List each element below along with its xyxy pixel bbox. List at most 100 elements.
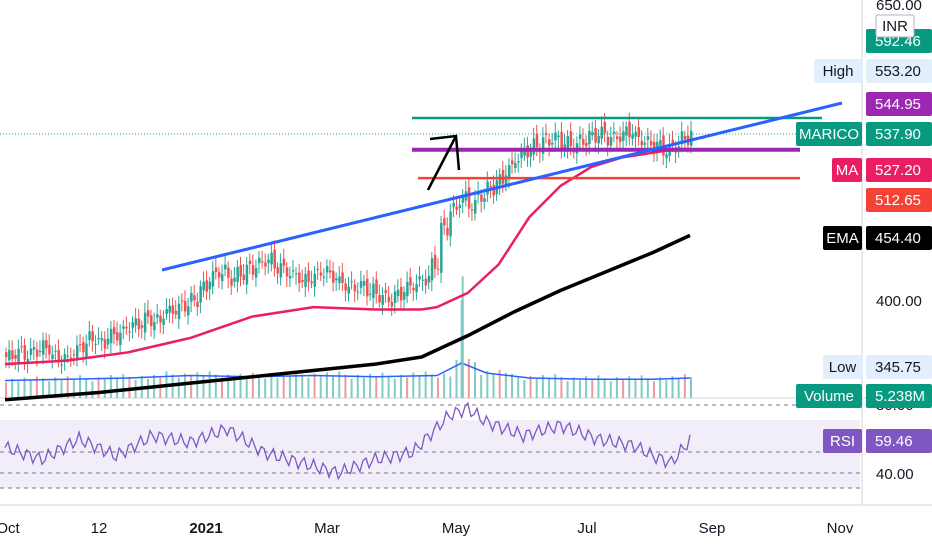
candle-body: [554, 132, 557, 141]
volume-bar: [239, 373, 242, 398]
candle-body: [335, 278, 338, 281]
candle-body: [625, 126, 628, 136]
candle-body: [353, 284, 357, 292]
volume-bar: [214, 374, 217, 398]
inr-tag-text: INR: [882, 18, 908, 35]
candle-body: [23, 345, 27, 360]
candle-body: [344, 283, 347, 291]
volume-bar: [585, 376, 588, 398]
volume-bar: [467, 359, 470, 398]
y-tick-label: 400.00: [876, 293, 922, 310]
candle-body: [319, 272, 323, 276]
candle-body: [143, 312, 147, 333]
ema-tag-value-box: [866, 226, 932, 250]
candle-body: [258, 257, 261, 264]
candle-body: [399, 286, 403, 301]
candle-body: [359, 281, 363, 288]
candle-body: [94, 343, 97, 345]
volume-bar: [85, 378, 88, 398]
candle-body: [205, 280, 209, 292]
candle-body: [523, 148, 526, 156]
candle-body: [60, 364, 64, 366]
volume-bar: [406, 377, 409, 398]
candle-body: [609, 137, 613, 146]
volume-bar: [301, 374, 304, 398]
volume-bar: [251, 372, 254, 398]
candle-body: [211, 271, 215, 287]
volume-bar: [5, 382, 7, 398]
candle-body: [273, 249, 276, 269]
candle-body: [248, 260, 252, 265]
candle-body: [177, 303, 181, 320]
candle-body: [535, 133, 539, 148]
purple-tag-value-box: [866, 92, 932, 116]
candle-body: [406, 281, 409, 297]
candle-body: [486, 181, 489, 195]
candle-body: [239, 264, 243, 277]
candle-body: [637, 127, 641, 137]
inr-tag-box: [875, 14, 915, 38]
candle-body: [66, 355, 70, 357]
candle-body: [396, 289, 400, 297]
volume-bar: [659, 377, 662, 398]
candle-body: [332, 270, 335, 283]
candle-body: [649, 140, 653, 146]
volume-bar: [646, 378, 649, 398]
candle-body: [480, 194, 483, 202]
candle-body: [606, 136, 610, 146]
candle-body: [362, 281, 366, 286]
volume-bar: [109, 375, 112, 398]
volume-ma-line: [4, 362, 691, 382]
candle-body: [298, 272, 301, 284]
candle-body: [140, 325, 144, 328]
volume-bar: [128, 377, 131, 398]
candle-body: [631, 134, 634, 139]
volume-bar: [375, 376, 378, 398]
candle-body: [233, 277, 236, 282]
candle-body: [193, 295, 196, 301]
volume-tag-value-box: [866, 384, 932, 408]
candle-body: [683, 135, 687, 140]
candle-body: [63, 353, 67, 361]
candle-body: [313, 273, 317, 287]
candle-body: [347, 286, 350, 294]
candle-body: [48, 344, 51, 355]
candle-body: [356, 291, 360, 293]
candle-body: [458, 204, 462, 209]
volume-tag-value-text: 5.238M: [875, 388, 925, 405]
candle-body: [566, 136, 570, 148]
volume-bar: [264, 378, 267, 398]
rsi-band: [0, 420, 860, 488]
candle-body: [174, 310, 178, 315]
volume-bar: [233, 377, 236, 398]
volume-bar: [276, 377, 279, 398]
y-tick-label: 650.00: [876, 0, 922, 14]
marico-tag-label-text: MARICO: [799, 126, 859, 143]
candle-body: [501, 169, 505, 184]
volume-bar: [572, 377, 575, 398]
candle-body: [310, 281, 313, 284]
candle-body: [560, 131, 563, 150]
volume-bar: [615, 377, 618, 398]
volume-bar: [313, 373, 316, 398]
candle-body: [69, 357, 73, 359]
candle-body: [122, 326, 125, 329]
candle-body: [375, 279, 378, 294]
volume-bar: [122, 374, 125, 398]
x-tick-label: Sep: [699, 520, 726, 537]
volume-bar: [338, 371, 341, 398]
candle-body: [387, 296, 391, 303]
ema-tag-value-text: 454.40: [875, 230, 921, 247]
candle-body: [75, 345, 79, 359]
volume-bar: [42, 378, 45, 398]
candle-body: [652, 141, 656, 153]
candle-body: [162, 318, 165, 325]
ema-line: [4, 233, 691, 402]
volume-bar: [399, 374, 402, 398]
candle-body: [79, 344, 82, 346]
candle-body: [415, 284, 418, 293]
rsi-tag-value-box: [866, 429, 932, 453]
candle-body: [230, 278, 233, 286]
candle-body: [103, 339, 107, 349]
x-tick-label: Oct: [0, 520, 20, 537]
